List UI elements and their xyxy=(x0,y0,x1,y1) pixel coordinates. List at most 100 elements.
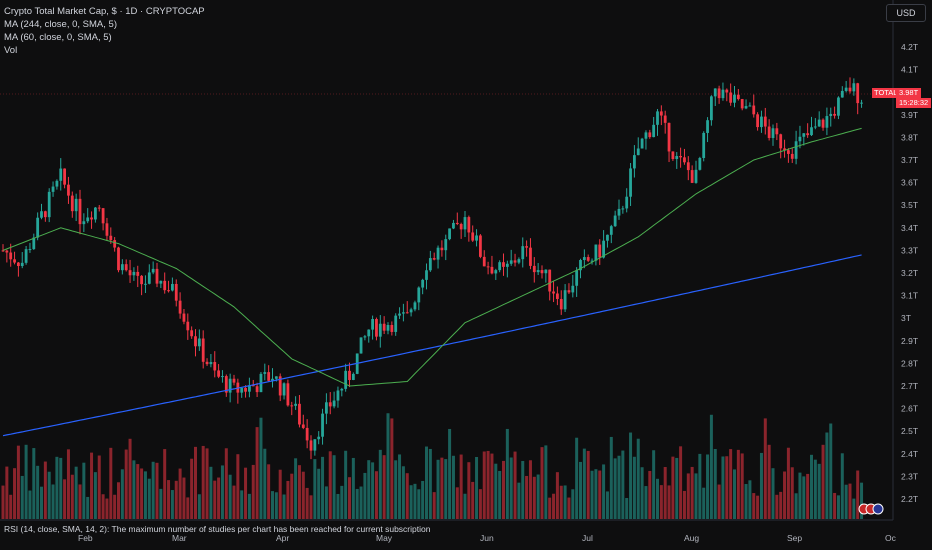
time-axis-label: Jun xyxy=(480,533,494,543)
volume-bar xyxy=(55,456,59,519)
candle-body xyxy=(629,168,632,197)
volume-bar xyxy=(328,451,332,519)
volume-bar xyxy=(117,482,120,519)
candle-body xyxy=(810,127,813,136)
volume-bar xyxy=(20,475,24,519)
candle-body xyxy=(760,116,763,128)
volume-bar xyxy=(336,493,340,519)
ma244-line xyxy=(2,254,862,437)
volume-bar xyxy=(794,493,798,519)
candle-body xyxy=(5,250,9,253)
candle-body xyxy=(744,106,748,109)
candle-body xyxy=(644,132,648,139)
candle-body xyxy=(109,235,113,241)
volume-bar xyxy=(686,473,690,519)
volume-bar xyxy=(28,490,32,519)
candle-body xyxy=(436,247,440,260)
candle-body xyxy=(421,279,425,288)
volume-bar xyxy=(297,465,301,519)
candle-body xyxy=(217,370,220,377)
volume-bar xyxy=(779,491,783,519)
volume-bar xyxy=(833,492,837,519)
volume-legend[interactable]: Vol xyxy=(4,45,18,56)
candle-body xyxy=(167,290,170,292)
candle-body xyxy=(783,148,786,151)
candle-body xyxy=(348,370,351,380)
candle-body xyxy=(690,170,694,183)
candle-body xyxy=(325,402,328,414)
price-axis-label: 3.1T xyxy=(901,291,918,301)
price-axis[interactable]: 4.2T4.1T4T3.9T3.8T3.7T3.6T3.5T3.4T3.3T3.… xyxy=(901,42,918,504)
volume-bar xyxy=(471,481,475,519)
candle-body xyxy=(756,114,759,128)
candle-body xyxy=(798,136,802,142)
volume-bar xyxy=(698,453,702,519)
candle-body xyxy=(640,138,644,149)
candle-body xyxy=(590,260,594,262)
candle-body xyxy=(286,383,290,406)
volume-bar xyxy=(602,464,606,519)
price-tag-symbol: TOTAL xyxy=(872,88,900,98)
ma244-legend[interactable]: MA (244, close, 0, SMA, 5) xyxy=(4,19,117,30)
candle-body xyxy=(190,330,194,337)
volume-bar xyxy=(51,484,55,519)
volume-bar xyxy=(232,485,236,519)
candlesticks xyxy=(1,77,863,460)
volume-bar xyxy=(224,448,228,519)
volume-bar xyxy=(713,448,717,519)
volume-bar xyxy=(348,477,351,519)
volume-bar xyxy=(417,489,421,519)
candle-body xyxy=(51,186,55,192)
volume-bar xyxy=(656,478,659,519)
candle-body xyxy=(63,168,66,185)
candle-body xyxy=(186,321,190,331)
volume-bar xyxy=(59,457,63,519)
volume-bar xyxy=(282,494,286,519)
volume-bar xyxy=(463,493,467,519)
volume-bar xyxy=(82,462,86,519)
volume-bar xyxy=(182,477,186,519)
ma60-legend[interactable]: MA (60, close, 0, SMA, 5) xyxy=(4,32,112,43)
chart-title[interactable]: Crypto Total Market Cap, $ · 1D · CRYPTO… xyxy=(4,6,205,17)
candle-body xyxy=(282,383,286,396)
volume-bar xyxy=(555,472,559,519)
volume-bar xyxy=(629,432,633,519)
volume-bar xyxy=(821,444,825,519)
volume-bar xyxy=(47,471,51,519)
volume-bar xyxy=(186,497,190,519)
candle-body xyxy=(552,291,555,294)
candle-body xyxy=(725,89,729,93)
candle-body xyxy=(656,111,659,125)
volume-bar xyxy=(109,447,113,519)
time-axis[interactable]: Feb Mar Apr May Jun Jul Aug Sep Oc xyxy=(78,533,897,543)
volume-bar xyxy=(271,491,274,519)
candle-body xyxy=(579,260,582,271)
candle-body xyxy=(498,262,502,271)
volume-bar xyxy=(324,486,328,519)
volume-bar xyxy=(532,476,536,519)
volume-bar xyxy=(113,494,117,519)
volume-bar xyxy=(140,468,144,519)
flag-icon[interactable] xyxy=(872,503,884,515)
price-axis-label: 3.6T xyxy=(901,178,918,188)
candle-body xyxy=(586,257,590,261)
candle-body xyxy=(402,312,405,314)
volume-bar xyxy=(355,488,359,519)
candle-body xyxy=(255,386,259,393)
candle-body xyxy=(452,222,455,229)
flag-icons[interactable] xyxy=(858,503,884,515)
volume-bar xyxy=(409,485,413,519)
volume-bar xyxy=(105,498,109,519)
volume-bar xyxy=(563,485,567,519)
price-tag-countdown: 15:28:32 xyxy=(896,98,932,108)
volume-bar xyxy=(798,472,802,519)
currency-button[interactable]: USD xyxy=(886,4,926,22)
volume-bar xyxy=(436,459,440,519)
candle-body xyxy=(240,387,244,393)
volume-bar xyxy=(155,462,159,519)
price-axis-label: 2.8T xyxy=(901,358,918,368)
volume-bar xyxy=(513,451,517,519)
volume-bar xyxy=(825,432,829,519)
candle-body xyxy=(779,134,783,149)
